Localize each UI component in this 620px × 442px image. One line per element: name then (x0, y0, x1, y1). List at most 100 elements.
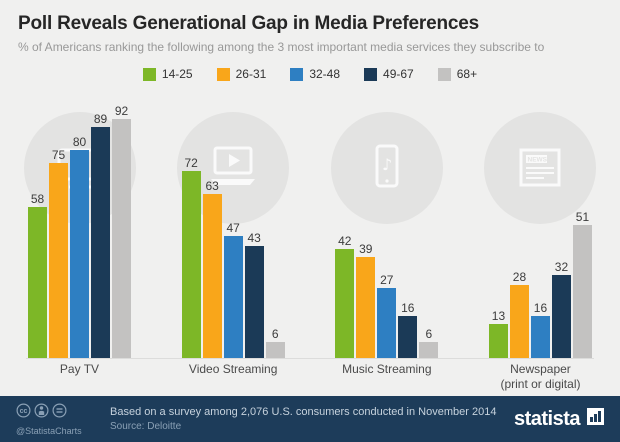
legend-item-14-25: 14-25 (142, 67, 193, 81)
bar-value-label: 58 (30, 192, 45, 206)
bar-group: 58 75 80 89 92 (23, 96, 136, 358)
bar-49-67 (551, 275, 571, 358)
bar-value-label: 72 (184, 156, 198, 170)
bar-68+ (265, 342, 285, 358)
bar-column: 42 (335, 234, 355, 358)
bars: 58 75 80 89 92 (28, 104, 131, 358)
cc-icon: cc (16, 402, 31, 423)
legend-label: 68+ (456, 67, 478, 81)
bar-column: 47 (223, 221, 243, 358)
bar-value-label: 28 (512, 270, 527, 284)
bar-68+ (419, 342, 439, 358)
bar-49-67 (244, 246, 264, 358)
legend-swatch (364, 67, 378, 81)
bars: 72 63 47 43 6 (181, 156, 285, 358)
bars: 13 28 16 32 51 (488, 210, 592, 358)
category-label: Video Streaming (188, 362, 278, 376)
bar-column: 63 (202, 179, 222, 358)
bar-32-48 (223, 236, 243, 358)
category-label: Pay TV (59, 362, 100, 376)
bar-14-25 (335, 249, 355, 358)
bar-14-25 (488, 324, 508, 358)
footer-bar: cc @StatistaCharts Based on a survey amo… (0, 396, 620, 442)
svg-text:NEWS: NEWS (528, 157, 548, 164)
bar-32-48 (377, 288, 397, 358)
bar-column: 6 (419, 327, 439, 358)
legend-swatch (437, 67, 451, 81)
bar-value-label: 51 (575, 210, 590, 224)
bar-column: 89 (91, 112, 110, 358)
statista-logo-mark-icon (587, 408, 604, 430)
bar-49-67 (91, 127, 110, 358)
bar-chart-plot: 58 75 80 89 92 72 63 47 43 6 ♪ 42 39 27 16 6 NEWS 13 28 16 3… (23, 96, 597, 359)
news-watermark-icon: NEWS (484, 112, 597, 224)
bar-value-label: 16 (533, 301, 548, 315)
bar-group: ♪ 42 39 27 16 6 (330, 96, 443, 358)
bar-column: 43 (244, 231, 264, 358)
bar-column: 72 (181, 156, 201, 358)
bar-26-31 (356, 257, 376, 358)
category-axis: Pay TV Video Streaming Music Streaming News… (26, 362, 594, 392)
bar-column: 27 (377, 273, 397, 358)
bar-26-31 (49, 163, 68, 358)
bar-column: 28 (509, 270, 529, 358)
chart-subtitle: % of Americans ranking the following amo… (18, 40, 545, 54)
bar-14-25 (28, 207, 47, 358)
statista-logo: statista (514, 408, 604, 431)
video-watermark-icon (177, 112, 290, 224)
legend-swatch (216, 67, 230, 81)
bar-value-label: 6 (425, 327, 433, 341)
cc-by-icon (34, 402, 49, 423)
category-label: Music Streaming (342, 362, 432, 376)
legend-label: 26-31 (235, 67, 267, 81)
bar-value-label: 32 (554, 260, 569, 274)
bar-value-label: 16 (401, 301, 415, 315)
bar-column: 16 (530, 301, 550, 358)
bar-column: 92 (112, 104, 131, 358)
legend-label: 14-25 (161, 67, 193, 81)
legend-swatch (142, 67, 156, 81)
legend-label: 49-67 (383, 67, 414, 81)
chart-title: Poll Reveals Generational Gap in Media P… (18, 13, 479, 34)
music-watermark-icon: ♪ (330, 112, 443, 224)
chart-header: Poll Reveals Generational Gap in Media P… (0, 0, 620, 54)
bar-column: 6 (265, 327, 285, 358)
bar-value-label: 27 (380, 273, 394, 287)
bar-value-label: 80 (72, 135, 87, 149)
bar-column: 80 (70, 135, 89, 358)
bar-value-label: 63 (205, 179, 219, 193)
license-icons: cc (16, 402, 104, 423)
bar-value-label: 43 (247, 231, 261, 245)
bar-49-67 (398, 316, 418, 358)
cc-nd-icon (52, 402, 67, 423)
legend-item-49-67: 49-67 (364, 67, 414, 81)
svg-text:♪: ♪ (382, 155, 392, 174)
statista-handle: @StatistaCharts (16, 425, 82, 436)
statista-logo-text: statista (513, 407, 581, 430)
bar-value-label: 75 (51, 148, 66, 162)
bar-column: 16 (398, 301, 418, 358)
bar-value-label: 42 (338, 234, 352, 248)
survey-note: Based on a survey among 2,076 U.S. consu… (110, 406, 497, 418)
category-label: Newspaper (print or digital) (500, 362, 581, 391)
footer-notes: Based on a survey among 2,076 U.S. consu… (110, 406, 514, 432)
legend-swatch (290, 67, 304, 81)
bar-value-label: 47 (226, 221, 240, 235)
bar-26-31 (509, 285, 529, 358)
bar-group: 72 63 47 43 6 (177, 96, 290, 358)
bar-column: 39 (356, 242, 376, 358)
bar-column: 32 (551, 260, 571, 358)
legend-item-68+: 68+ (437, 67, 478, 81)
bar-value-label: 92 (114, 104, 129, 118)
bar-value-label: 39 (359, 242, 373, 256)
bar-column: 75 (49, 148, 68, 358)
legend-item-32-48: 32-48 (290, 67, 340, 81)
bar-68+ (572, 225, 592, 358)
bar-value-label: 13 (491, 309, 506, 323)
bar-group: NEWS 13 28 16 32 51 (484, 96, 597, 358)
svg-text:cc: cc (20, 408, 28, 415)
bar-68+ (112, 119, 131, 358)
legend-label: 32-48 (309, 67, 341, 81)
source-label: Source: Deloitte (110, 421, 182, 432)
